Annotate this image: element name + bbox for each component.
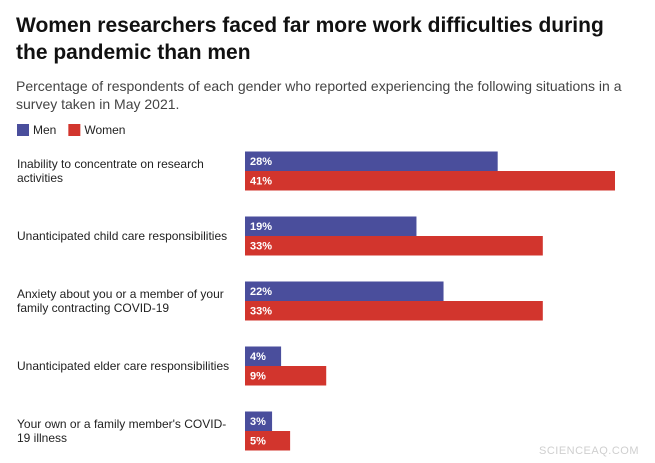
bar [245, 281, 444, 301]
value-label: 19% [250, 221, 272, 233]
value-label: 33% [250, 241, 272, 253]
bar [245, 301, 543, 321]
category-label: Your own or a family member's COVID-19 i… [17, 417, 227, 445]
bar [245, 151, 498, 171]
bar [245, 236, 543, 256]
value-label: 28% [250, 156, 272, 168]
legend-label: Men [33, 123, 56, 137]
value-label: 5% [250, 436, 266, 448]
category-label: Inability to concentrate on research act… [17, 157, 204, 185]
value-label: 22% [250, 286, 272, 298]
value-label: 9% [250, 371, 266, 383]
bar [245, 171, 615, 191]
chart-subtitle: Percentage of respondents of each gender… [16, 78, 622, 112]
legend-label: Women [84, 123, 125, 137]
value-label: 3% [250, 416, 266, 428]
bar [245, 216, 417, 236]
value-label: 41% [250, 176, 272, 188]
legend-swatch [17, 124, 29, 136]
value-label: 4% [250, 351, 266, 363]
category-label: Anxiety about you or a member of your fa… [17, 287, 224, 315]
value-label: 33% [250, 306, 272, 318]
bar [245, 431, 291, 451]
chart-title: Women researchers faced far more work di… [16, 14, 604, 64]
legend-swatch [68, 124, 81, 136]
category-label: Unanticipated child care responsibilitie… [17, 229, 228, 243]
category-label: Unanticipated elder care responsibilitie… [17, 359, 230, 373]
bar [245, 346, 282, 366]
bar [245, 366, 327, 386]
bar [245, 411, 273, 431]
watermark: SCIENCEAQ.COM [538, 445, 639, 457]
